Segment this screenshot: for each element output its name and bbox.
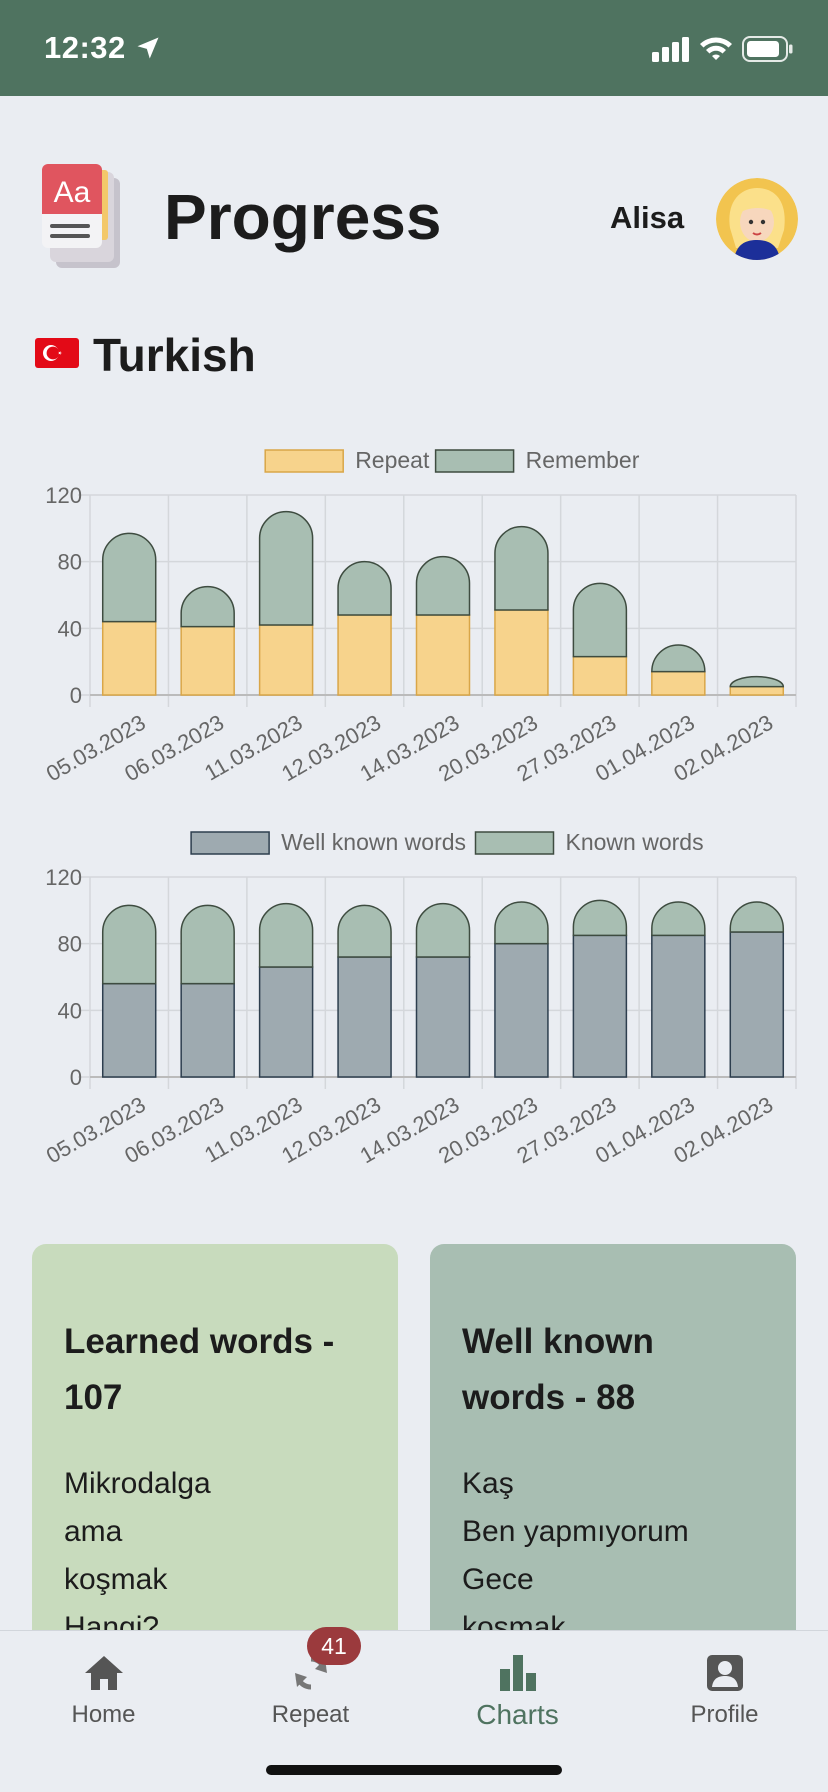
y-tick-label: 80 (58, 932, 82, 957)
nav-charts-label: Charts (476, 1699, 559, 1730)
bar-remember (494, 525, 549, 611)
bar-remember (651, 644, 706, 673)
nav-profile-label: Profile (690, 1701, 759, 1728)
bar-well-known-words (494, 942, 549, 1078)
bar-well-known-words (415, 956, 471, 1078)
page-title: Progress (164, 181, 442, 253)
bar-well-known-words (258, 966, 314, 1078)
nav-repeat[interactable]: 41 Repeat (207, 1627, 414, 1741)
legend-swatch (474, 831, 555, 855)
y-tick-label: 120 (45, 483, 82, 508)
location-arrow-icon (137, 37, 159, 59)
legend-label: Known words (566, 829, 704, 855)
profile-icon (707, 1655, 743, 1691)
signal-icon (652, 37, 689, 62)
home-icon (85, 1656, 123, 1690)
bar-well-known-words (651, 934, 706, 1078)
home-indicator (266, 1765, 562, 1775)
bar-known-words (572, 899, 628, 937)
wifi-icon (700, 37, 732, 60)
bar-well-known-words (572, 934, 628, 1078)
nav-charts[interactable]: Charts (414, 1631, 621, 1741)
legend-label: Well known words (281, 829, 466, 855)
bar-remember (180, 585, 235, 628)
known-words-chart: Well known words Known words0408012005.03… (42, 829, 797, 1168)
list-item: koşmak (64, 1563, 168, 1596)
svg-text:Aa: Aa (54, 176, 91, 209)
bar-repeat (258, 624, 314, 696)
bar-well-known-words (337, 956, 392, 1078)
list-item: Gece (462, 1563, 534, 1596)
bar-well-known-words (729, 931, 785, 1078)
list-item: Kaş (462, 1467, 514, 1500)
legend-label: Remember (526, 447, 640, 473)
well-known-words-list: Kaş Ben yapmıyorum Gece koşmak (462, 1460, 764, 1652)
bar-repeat (415, 614, 471, 696)
y-tick-label: 120 (45, 865, 82, 890)
well-known-words-title: Well known words - 88 (462, 1322, 654, 1417)
bar-known-words (180, 904, 235, 985)
y-tick-label: 40 (58, 998, 82, 1023)
bar-repeat (494, 609, 549, 696)
bar-remember (258, 510, 314, 626)
learned-words-title: Learned words - 107 (64, 1322, 335, 1417)
bar-known-words (415, 902, 471, 958)
bar-remember (415, 555, 471, 616)
avatar-icon (716, 178, 798, 260)
legend-swatch (264, 449, 344, 473)
y-tick-label: 0 (70, 1065, 82, 1090)
y-tick-label: 0 (70, 683, 82, 708)
bar-known-words (337, 904, 392, 958)
well-known-words-card[interactable]: Well known words - 88 Kaş Ben yapmıyorum… (430, 1244, 796, 1664)
nav-profile[interactable]: Profile (621, 1631, 828, 1741)
y-tick-label: 40 (58, 616, 82, 641)
user-name[interactable]: Alisa (610, 200, 685, 235)
bar-known-words (651, 901, 706, 937)
repeat-badge: 41 (307, 1627, 361, 1665)
charts-icon (500, 1655, 536, 1691)
nav-home[interactable]: Home (0, 1631, 207, 1741)
bar-repeat (572, 655, 628, 696)
bar-known-words (494, 901, 549, 945)
bar-remember (572, 582, 628, 658)
legend-swatch (190, 831, 270, 855)
legend-label: Repeat (355, 447, 430, 473)
list-item: ama (64, 1515, 123, 1548)
avatar[interactable] (716, 178, 798, 260)
status-time: 12:32 (44, 30, 126, 65)
turkey-flag-icon (35, 338, 79, 368)
list-item: Mikrodalga (64, 1467, 211, 1500)
bar-repeat (651, 670, 706, 696)
list-item: Ben yapmıyorum (462, 1515, 689, 1548)
bar-known-words (101, 904, 157, 985)
bar-remember (101, 532, 157, 623)
bar-repeat (101, 620, 157, 696)
bar-known-words (729, 901, 785, 933)
status-bar: 12:32 (0, 0, 828, 96)
bar-well-known-words (101, 982, 157, 1078)
legend-swatch (434, 449, 515, 473)
battery-icon (742, 36, 793, 62)
bar-repeat (729, 685, 785, 696)
bar-well-known-words (180, 982, 235, 1078)
nav-repeat-label: Repeat (271, 1701, 350, 1728)
repeat-remember-chart: Repeat Remember0408012005.03.202306.03.20… (42, 447, 797, 786)
bar-repeat (337, 614, 392, 696)
learned-words-card[interactable]: Learned words - 107 Mikrodalga ama koşma… (32, 1244, 398, 1664)
bar-remember (337, 560, 392, 616)
learned-words-list: Mikrodalga ama koşmak Hangi? (64, 1460, 366, 1652)
bar-known-words (258, 902, 314, 968)
app-logo: Aa (42, 164, 120, 268)
y-tick-label: 80 (58, 550, 82, 575)
language-title: Turkish (93, 329, 256, 381)
nav-home-label: Home (71, 1701, 136, 1728)
bar-repeat (180, 625, 235, 696)
bar-remember (729, 675, 785, 688)
